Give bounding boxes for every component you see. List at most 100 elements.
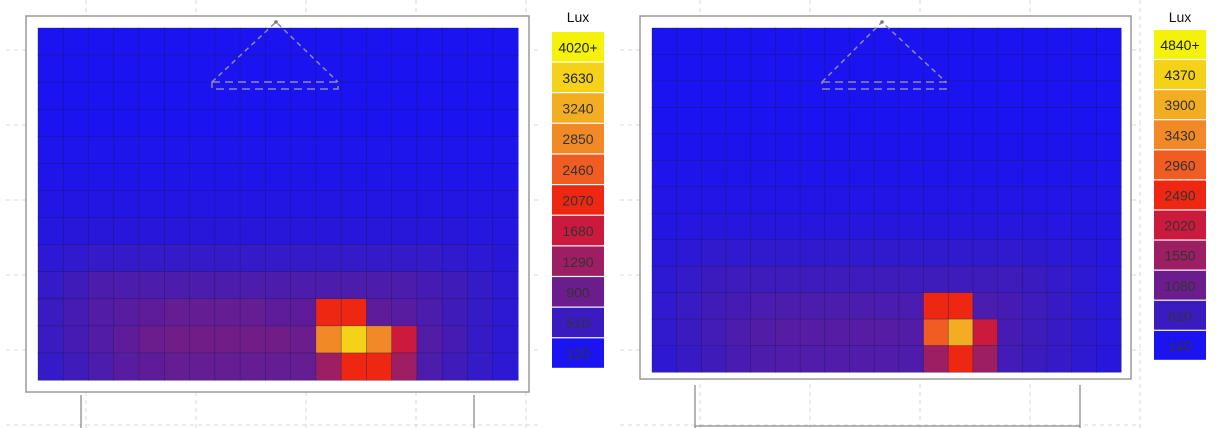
heatmap-cell	[88, 325, 115, 354]
heatmap-cell	[492, 244, 519, 273]
heatmap-cell	[265, 244, 292, 273]
heatmap-cell	[701, 160, 727, 188]
heatmap-cell	[997, 186, 1023, 214]
heatmap-cell	[1046, 265, 1073, 294]
luminaire-marker	[880, 20, 884, 24]
heatmap-cell	[651, 345, 678, 373]
heatmap-cell	[315, 81, 342, 110]
heatmap-cell	[164, 190, 191, 219]
heatmap-cell	[416, 108, 443, 137]
heatmap-cell	[391, 190, 418, 219]
heatmap-cell	[113, 298, 140, 327]
heatmap-cell	[849, 186, 875, 214]
heatmap-cell	[947, 54, 974, 82]
heatmap-cell	[467, 352, 494, 381]
heatmap-cell	[189, 108, 216, 137]
heatmap-cell	[676, 212, 702, 241]
heatmap-cell	[340, 190, 368, 219]
heatmap-cell	[441, 163, 469, 192]
heatmap-cell	[725, 318, 752, 347]
heatmap-cell	[366, 27, 393, 56]
heatmap-cell	[651, 292, 678, 320]
heatmap-cell	[189, 27, 216, 56]
heatmap-cell	[725, 186, 752, 214]
heatmap-cell	[138, 298, 165, 327]
heatmap-cell	[366, 81, 393, 110]
heatmap-cell	[1071, 80, 1097, 108]
heatmap-cell	[972, 265, 999, 294]
heatmap-cell	[340, 298, 368, 327]
heatmap-cell	[799, 80, 826, 108]
heatmap-cell	[873, 186, 900, 214]
heatmap-cell	[972, 107, 999, 135]
heatmap-cell	[1021, 160, 1048, 188]
heatmap-cell	[799, 107, 826, 135]
heatmap-cell	[189, 352, 216, 381]
heatmap-cell	[467, 217, 494, 246]
heatmap-cell	[113, 108, 140, 137]
heatmap-cell	[265, 190, 292, 219]
colorbar-swatch	[1154, 210, 1206, 240]
heatmap-cell	[138, 108, 165, 137]
heatmap-cell	[997, 54, 1023, 82]
heatmap-cell	[265, 54, 292, 83]
heatmap-cell	[775, 186, 801, 214]
heatmap-cell	[391, 136, 418, 164]
heatmap-cell	[775, 318, 801, 347]
colorbar: Lux 4840+ 4370 3900 3430 2960 2490 2020 1550 1080…	[1154, 9, 1206, 360]
heatmap-cell	[416, 190, 443, 219]
heatmap-cell	[265, 108, 292, 137]
heatmap-cell	[873, 160, 900, 188]
heatmap-cell	[113, 271, 140, 300]
heatmap-cell	[164, 298, 191, 327]
heatmap-cell	[315, 217, 342, 246]
heatmap-cell	[366, 190, 393, 219]
heatmap-cell	[138, 27, 165, 56]
heatmap-cell	[1096, 107, 1122, 135]
heatmap-cell	[290, 190, 317, 219]
heatmap-cell	[799, 318, 826, 347]
heatmap-cell	[775, 107, 801, 135]
heatmap-cell	[492, 271, 519, 300]
heatmap-cell	[1046, 186, 1073, 214]
heatmap-cell	[290, 108, 317, 137]
heatmap-cell	[340, 244, 368, 273]
heatmap-cell	[947, 107, 974, 135]
heatmap-cell	[113, 136, 140, 164]
heatmap-cell	[923, 292, 949, 320]
heatmap-cell	[138, 325, 165, 354]
heatmap-cell	[492, 136, 519, 164]
heatmap-cell	[189, 163, 216, 192]
heatmap-cell	[997, 107, 1023, 135]
heatmap-cell	[37, 163, 64, 192]
heatmap-cell	[265, 352, 292, 381]
heatmap-cell	[775, 239, 801, 267]
heatmap-cell	[873, 265, 900, 294]
colorbar-tick-label: 1550	[1164, 248, 1195, 264]
heatmap-cell	[113, 352, 140, 381]
heatmap-cell	[290, 54, 317, 83]
heatmap-cell	[651, 318, 678, 347]
heatmap-cell	[340, 81, 368, 110]
heatmap-cell	[340, 352, 368, 381]
heatmap-cell	[366, 325, 393, 354]
heatmap-cell	[1096, 212, 1122, 241]
heatmap-cell	[189, 54, 216, 83]
heatmap-cell	[88, 298, 115, 327]
heatmap-cell	[416, 27, 443, 56]
heatmap-cell	[239, 217, 266, 246]
colorbar-swatch	[1154, 120, 1206, 150]
heatmap-cell	[873, 27, 900, 56]
colorbar-tick-label: 3900	[1164, 97, 1195, 113]
heatmap-cell	[62, 163, 90, 192]
heatmap-cell	[824, 186, 851, 214]
heatmap-cell	[416, 352, 443, 381]
heatmap-cell	[164, 244, 191, 273]
heatmap-cell	[265, 136, 292, 164]
heatmap-cell	[315, 244, 342, 273]
heatmap-cell	[366, 244, 393, 273]
colorbar-tick-label: 2070	[562, 193, 593, 209]
heatmap-cell	[676, 239, 702, 267]
heatmap-cell	[366, 136, 393, 164]
heatmap-cell	[701, 318, 727, 347]
